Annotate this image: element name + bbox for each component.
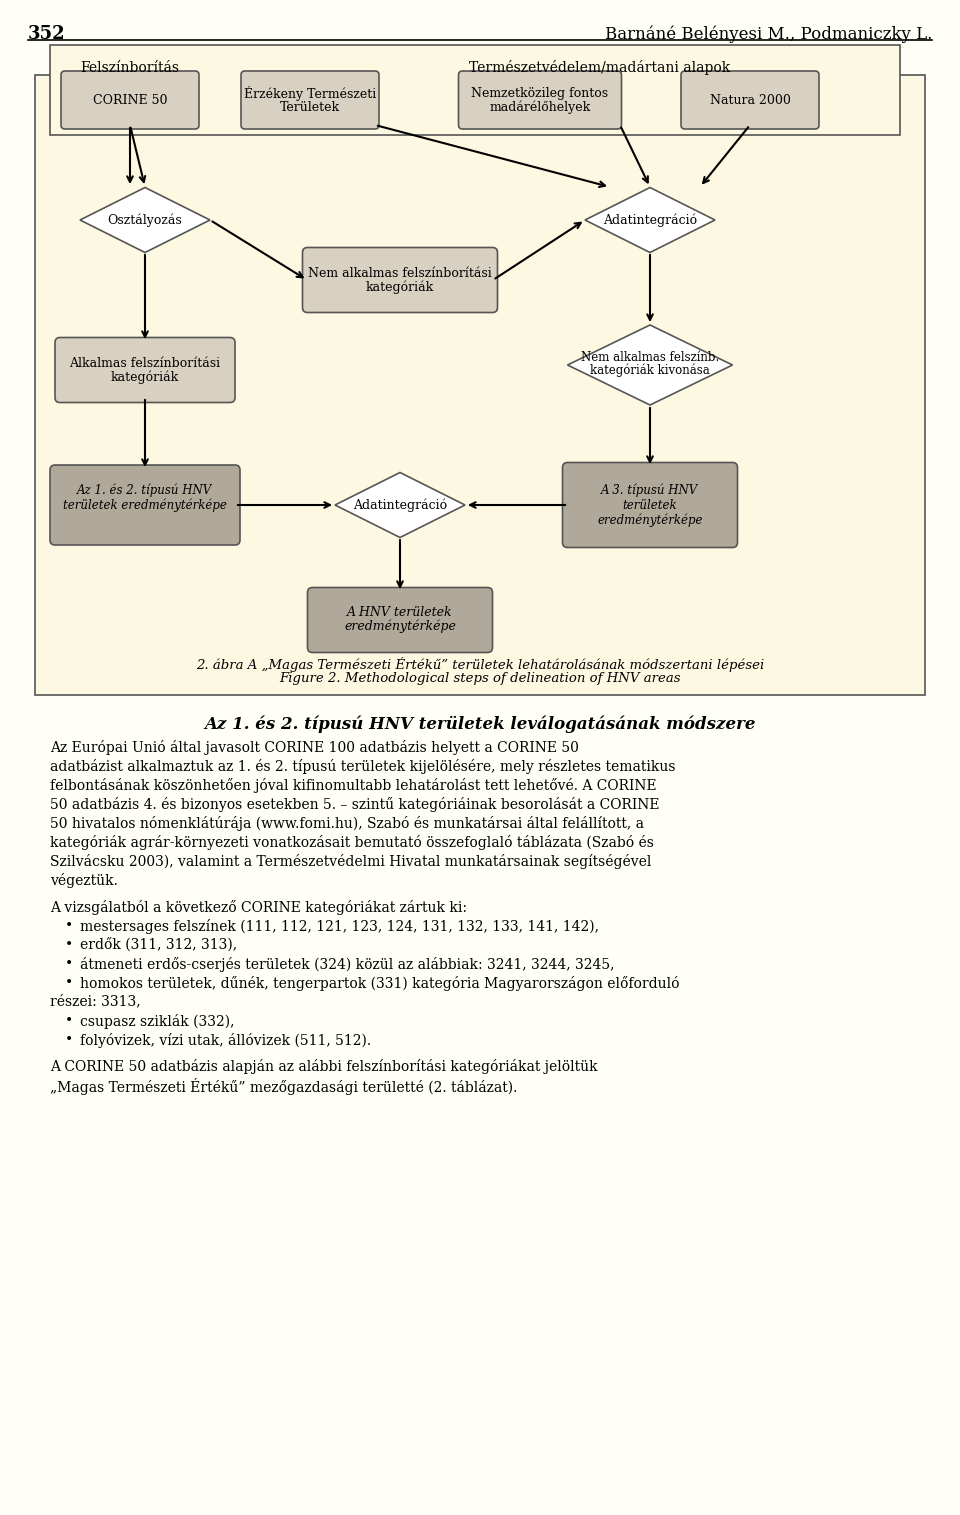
Polygon shape [335, 473, 465, 538]
Polygon shape [567, 326, 732, 405]
FancyBboxPatch shape [61, 71, 199, 129]
Text: Natura 2000: Natura 2000 [709, 94, 790, 106]
Polygon shape [585, 188, 715, 253]
Text: Osztályozás: Osztályozás [108, 214, 182, 227]
Text: erdők (311, 312, 313),: erdők (311, 312, 313), [80, 938, 237, 951]
Text: Nemzetközileg fontos: Nemzetközileg fontos [471, 86, 609, 100]
Text: mestersages felszínek (111, 112, 121, 123, 124, 131, 132, 133, 141, 142),: mestersages felszínek (111, 112, 121, 12… [80, 918, 599, 933]
Text: A vizsgálatból a következő CORINE kategóriákat zártuk ki:: A vizsgálatból a következő CORINE kategó… [50, 900, 467, 915]
Text: Természetvédelem/madártani alapok: Természetvédelem/madártani alapok [469, 61, 731, 76]
Text: felbontásának köszönhetően jóval kifinomultabb lehatárolást tett lehetővé. A COR: felbontásának köszönhetően jóval kifinom… [50, 779, 657, 792]
FancyBboxPatch shape [307, 588, 492, 653]
Text: Területek: Területek [280, 100, 340, 114]
Text: Érzékeny Természeti: Érzékeny Természeti [244, 85, 376, 100]
Text: •: • [65, 918, 73, 933]
Text: kategóriák: kategóriák [366, 280, 434, 294]
Text: Az Európai Unió által javasolt CORINE 100 adatbázis helyett a CORINE 50: Az Európai Unió által javasolt CORINE 10… [50, 739, 579, 754]
Text: eredménytérképe: eredménytérképe [344, 620, 456, 633]
Text: területek eredménytérképe: területek eredménytérképe [63, 498, 227, 512]
Text: végeztük.: végeztük. [50, 873, 118, 888]
Text: Nem alkalmas felszínb.: Nem alkalmas felszínb. [581, 350, 719, 364]
Text: Alkalmas felszínborítási: Alkalmas felszínborítási [69, 356, 221, 370]
Text: A 3. típusú HNV: A 3. típusú HNV [601, 483, 699, 497]
Text: Adatintegráció: Adatintegráció [603, 214, 697, 227]
Text: folyóvizek, vízi utak, állóvizek (511, 512).: folyóvizek, vízi utak, állóvizek (511, 5… [80, 1033, 372, 1047]
FancyBboxPatch shape [302, 247, 497, 312]
Text: Adatintegráció: Adatintegráció [353, 498, 447, 512]
Text: kategóriák agrár-környezeti vonatkozásait bemutató összefoglaló táblázata (Szabó: kategóriák agrár-környezeti vonatkozásai… [50, 835, 654, 850]
Text: CORINE 50: CORINE 50 [93, 94, 167, 106]
FancyBboxPatch shape [55, 338, 235, 403]
Text: „Magas Természeti Értékű” mezőgazdasági területté (2. táblázat).: „Magas Természeti Értékű” mezőgazdasági … [50, 1079, 517, 1095]
Text: részei: 3313,: részei: 3313, [50, 995, 140, 1009]
Text: Szilvácsku 2003), valamint a Természetvédelmi Hivatal munkatársainak segítségéve: Szilvácsku 2003), valamint a Természetvé… [50, 854, 652, 870]
Text: területek: területek [623, 498, 678, 512]
Text: •: • [65, 1033, 73, 1047]
Text: A HNV területek: A HNV területek [348, 606, 453, 618]
FancyBboxPatch shape [50, 45, 900, 135]
Text: 50 adatbázis 4. és bizonyos esetekben 5. – szintű kategóriáinak besorolását a CO: 50 adatbázis 4. és bizonyos esetekben 5.… [50, 797, 660, 812]
FancyBboxPatch shape [35, 76, 925, 695]
Text: 2. ábra A „Magas Természeti Értékű” területek lehatárolásának módszertani lépése: 2. ábra A „Magas Természeti Értékű” terü… [196, 658, 764, 673]
Text: átmeneti erdős-cserjés területek (324) közül az alábbiak: 3241, 3244, 3245,: átmeneti erdős-cserjés területek (324) k… [80, 956, 614, 971]
Text: •: • [65, 938, 73, 951]
Text: •: • [65, 976, 73, 989]
Text: eredménytérképe: eredménytérképe [597, 514, 703, 527]
FancyBboxPatch shape [681, 71, 819, 129]
FancyBboxPatch shape [459, 71, 621, 129]
Text: Figure 2. Methodological steps of delineation of HNV areas: Figure 2. Methodological steps of deline… [279, 673, 681, 685]
Text: Az 1. és 2. típusú HNV: Az 1. és 2. típusú HNV [78, 483, 212, 497]
Text: Nem alkalmas felszínborítási: Nem alkalmas felszínborítási [308, 267, 492, 279]
Text: homokos területek, dűnék, tengerpartok (331) kategória Magyarországon előforduló: homokos területek, dűnék, tengerpartok (… [80, 976, 680, 991]
Text: •: • [65, 1014, 73, 1027]
Text: Az 1. és 2. típusú HNV területek leválogatásának módszere: Az 1. és 2. típusú HNV területek leválog… [204, 715, 756, 732]
Text: adatbázist alkalmaztuk az 1. és 2. típusú területek kijelölésére, mely részletes: adatbázist alkalmaztuk az 1. és 2. típus… [50, 759, 676, 774]
Text: A CORINE 50 adatbázis alapján az alábbi felszínborítási kategóriákat jelöltük: A CORINE 50 adatbázis alapján az alábbi … [50, 1059, 598, 1074]
Text: Felszínborítás: Felszínborítás [81, 61, 180, 76]
Text: 352: 352 [28, 26, 65, 42]
Text: kategóriák: kategóriák [110, 370, 180, 383]
Text: Barnáné Belényesi M., Podmaniczky L.: Barnáné Belényesi M., Podmaniczky L. [605, 26, 932, 42]
FancyBboxPatch shape [241, 71, 379, 129]
Text: •: • [65, 956, 73, 971]
Text: 50 hivatalos nómenklátúrája (www.fomi.hu), Szabó és munkatársai által felállítot: 50 hivatalos nómenklátúrája (www.fomi.hu… [50, 817, 644, 832]
Polygon shape [80, 188, 210, 253]
Text: csupasz sziklák (332),: csupasz sziklák (332), [80, 1014, 234, 1029]
Text: madárélőhelyek: madárélőhelyek [490, 100, 590, 114]
Text: kategóriák kivonása: kategóriák kivonása [590, 364, 709, 377]
FancyBboxPatch shape [50, 465, 240, 545]
FancyBboxPatch shape [563, 462, 737, 547]
